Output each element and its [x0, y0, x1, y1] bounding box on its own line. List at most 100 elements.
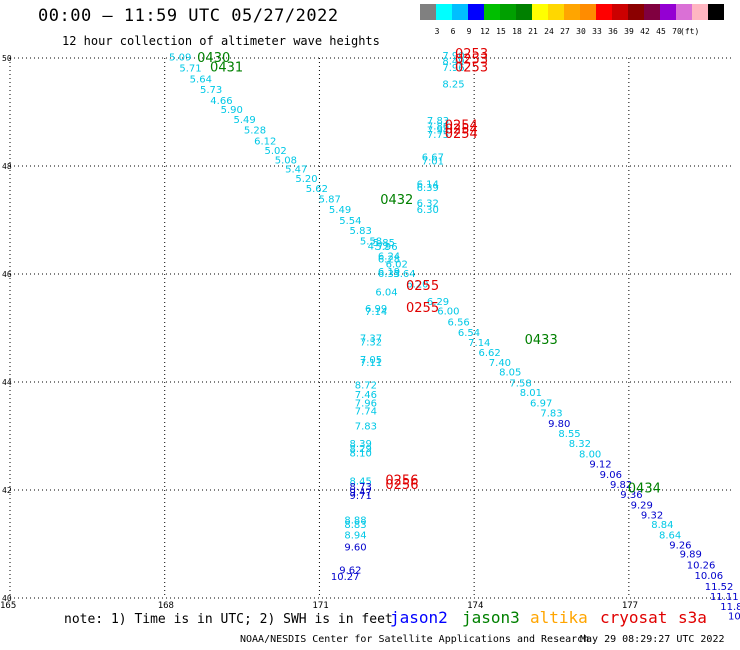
wave-height-value: 7.83 — [540, 409, 562, 420]
color-scale-label: 18 — [512, 27, 522, 36]
wave-height-value: 5.85 — [373, 238, 395, 249]
lon-tick-label: 174 — [467, 601, 483, 611]
wave-height-value: 7.58 — [509, 378, 531, 389]
units-note: note: 1) Time is in UTC; 2) SWH is in fe… — [64, 612, 393, 627]
wave-height-value: 9.36 — [620, 490, 642, 501]
wave-height-value: 7.83 — [355, 422, 377, 433]
lat-tick-label: 46 — [2, 270, 12, 279]
wave-height-value: 8.55 — [558, 429, 580, 440]
pass-time-label: 0431 — [210, 61, 243, 76]
wave-height-value: 8.64 — [659, 531, 681, 542]
wave-height-value: 5.09 — [169, 53, 191, 64]
wave-height-value: 6.20 — [406, 280, 428, 291]
pass-time-label: 0254 — [445, 118, 478, 133]
wave-height-value: 11.52 — [705, 582, 734, 593]
pass-time-label: 0253 — [455, 52, 488, 67]
color-scale-label: 21 — [528, 27, 538, 36]
wave-height-value: 8.72 — [355, 380, 377, 391]
wave-height-value: 7.86 — [427, 121, 449, 132]
color-scale-label: 9 — [466, 27, 472, 36]
wave-height-value: 8.00 — [579, 450, 601, 461]
wave-height-value: 7.01 — [422, 156, 444, 167]
wave-height-value: 6.24 — [378, 251, 400, 262]
wave-height-value: 6.29 — [427, 297, 449, 308]
wave-height-value: 6.39 — [417, 183, 439, 194]
wave-height-value: 11.85 — [720, 602, 740, 613]
color-swatch — [484, 4, 500, 20]
wave-height-value: 7.11 — [360, 358, 382, 369]
wave-height-value: 8.10 — [350, 449, 372, 460]
pass-time-label: 0256 — [385, 478, 418, 493]
wave-height-value: 7.83 — [427, 116, 449, 127]
wave-height-value: 10.06 — [694, 571, 723, 582]
pass-time-label: 0256 — [385, 474, 418, 489]
wave-height-value: 5.62 — [306, 184, 328, 195]
wave-height-value: 10.26 — [687, 560, 716, 571]
wave-height-value: 6.32 — [417, 199, 439, 210]
wave-height-value: 6.33 — [378, 269, 400, 280]
wave-height-value: 5.54 — [339, 216, 361, 227]
wave-height-value: 7.14 — [468, 338, 490, 349]
wave-height-value: 6.12 — [254, 136, 276, 147]
wave-height-value: 9.82 — [610, 480, 632, 491]
lat-tick-label: 40 — [2, 594, 12, 603]
wave-height-value: 5.87 — [319, 195, 341, 206]
pass-time-label: 0253 — [455, 47, 488, 62]
timestamp-footer: May 29 08:29:27 UTC 2022 — [580, 634, 725, 645]
wave-height-value: 6.14 — [417, 180, 439, 191]
color-swatch — [548, 4, 564, 20]
wave-height-value: 6.30 — [417, 205, 439, 216]
wave-height-value: 4.72 — [368, 242, 390, 253]
color-scale-label: 24 — [544, 27, 554, 36]
pass-time-label: 0433 — [525, 333, 558, 348]
wave-height-value: 6.54 — [458, 328, 480, 339]
wave-height-value: 8.39 — [350, 439, 372, 450]
wave-height-value: 6.00 — [437, 307, 459, 318]
wave-height-value: 5.71 — [179, 64, 201, 75]
wave-height-value: 7.75 — [427, 130, 449, 141]
color-swatch — [692, 4, 708, 20]
wave-height-value: 7.14 — [365, 307, 387, 318]
wave-height-value: 4.66 — [210, 96, 232, 107]
color-scale-label: 6 — [450, 27, 456, 36]
wave-height-value: 5.58 — [360, 236, 382, 247]
wave-height-value: 9.06 — [600, 470, 622, 481]
wave-height-value: 8.32 — [569, 439, 591, 450]
wave-height-value: 5.96 — [375, 242, 397, 253]
color-scale-label: 15 — [496, 27, 506, 36]
wave-height-value: 8.88 — [344, 515, 366, 526]
pass-time-label: 0255 — [406, 301, 439, 316]
pass-time-label: 0254 — [445, 123, 478, 138]
lat-tick-label: 50 — [2, 54, 12, 63]
wave-height-value: 6.56 — [448, 317, 470, 328]
color-swatch — [516, 4, 532, 20]
wave-height-value: 8.05 — [499, 368, 521, 379]
wave-height-value: 5.08 — [275, 155, 297, 166]
wave-height-value: 7.96 — [442, 63, 464, 74]
pass-time-label: 0432 — [380, 193, 413, 208]
color-scale-label: 33 — [592, 27, 602, 36]
color-swatch — [420, 4, 436, 20]
satellite-altika: altika — [530, 608, 588, 627]
color-swatch — [612, 4, 628, 20]
color-scale-label: 30 — [576, 27, 586, 36]
wave-height-value: 7.40 — [489, 358, 511, 369]
color-swatch — [452, 4, 468, 20]
wave-height-value: 6.97 — [530, 398, 552, 409]
wave-height-value: 9.80 — [548, 419, 570, 430]
wave-height-value: 9.29 — [631, 500, 653, 511]
color-scale-label: (ft) — [680, 27, 700, 36]
wave-height-value: 6.28 — [378, 255, 400, 266]
lon-tick-label: 171 — [312, 601, 328, 611]
wave-height-value: 6.99 — [365, 304, 387, 315]
color-scale-label: 39 — [624, 27, 634, 36]
wave-height-value: 5.90 — [221, 105, 243, 116]
lon-tick-label: 177 — [622, 601, 638, 611]
wave-height-value: 8.49 — [442, 56, 464, 67]
wave-height-value: 7.32 — [360, 337, 382, 348]
color-scale-label: 12 — [480, 27, 490, 36]
color-swatch — [708, 4, 724, 20]
wave-height-value: 9.26 — [669, 540, 691, 551]
pass-time-label: 0434 — [628, 482, 661, 497]
